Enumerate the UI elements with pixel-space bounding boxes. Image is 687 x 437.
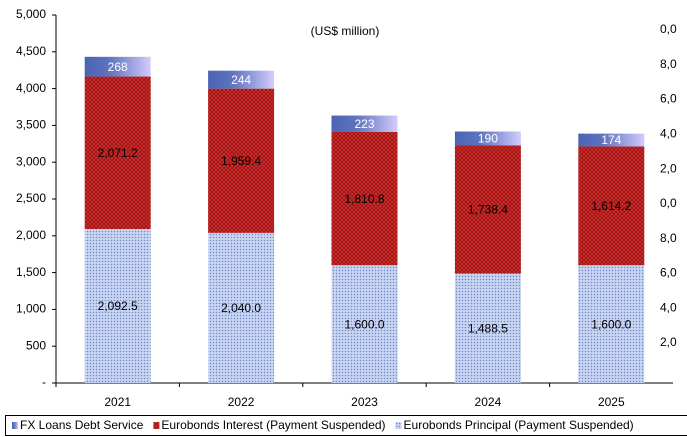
data-label: 2,071.2 <box>98 146 138 160</box>
data-label: 268 <box>108 60 128 74</box>
right-axis-label: 6,0 <box>660 266 677 280</box>
data-label: 1,738.4 <box>468 203 508 217</box>
bar-segment <box>578 146 645 266</box>
right-axis-label: 0,0 <box>660 196 677 210</box>
right-axis-label: 8,0 <box>660 231 677 245</box>
data-label: 190 <box>478 132 498 146</box>
legend-label: Eurobonds Principal (Payment Suspended) <box>404 418 634 432</box>
y-tick-label: - <box>42 375 46 389</box>
y-tick-label: 5,000 <box>16 7 46 21</box>
bar-segment <box>208 88 275 233</box>
bar-segment <box>578 265 645 383</box>
y-tick-label: 3,000 <box>16 154 46 168</box>
legend-box <box>5 415 687 436</box>
y-tick-label: 1,500 <box>16 265 46 279</box>
bar-segment <box>208 232 275 383</box>
data-label: 1,600.0 <box>591 317 631 331</box>
right-axis-label: 2,0 <box>660 335 677 349</box>
y-tick-label: 1,000 <box>16 302 46 316</box>
data-label: 1,600.0 <box>344 317 384 331</box>
bar-segment <box>454 145 521 274</box>
x-tick-label: 2023 <box>351 395 378 409</box>
right-axis-label: 0,0 <box>660 22 677 36</box>
legend-label: Eurobonds Interest (Payment Suspended) <box>161 418 385 432</box>
bar-segment <box>208 70 275 89</box>
bar-segment <box>84 76 151 229</box>
y-tick-label: 500 <box>26 338 46 352</box>
legend-swatch <box>12 422 18 429</box>
data-label: 1,810.8 <box>344 192 384 206</box>
legend-label: FX Loans Debt Service <box>20 418 144 432</box>
bar-segment <box>331 115 398 132</box>
y-tick-label: 4,500 <box>16 44 46 58</box>
data-label: 1,959.4 <box>221 154 261 168</box>
x-tick-label: 2025 <box>598 395 625 409</box>
legend-swatch <box>395 422 402 429</box>
bar-segment <box>331 265 398 383</box>
y-tick-label: 3,500 <box>16 118 46 132</box>
data-label: 223 <box>354 117 374 131</box>
bar-segment <box>84 56 151 77</box>
bar-segment <box>84 228 151 383</box>
data-label: 2,092.5 <box>98 299 138 313</box>
data-label: 174 <box>601 133 621 147</box>
data-label: 1,488.5 <box>468 321 508 335</box>
right-axis-label: 4,0 <box>660 127 677 141</box>
x-tick-label: 2024 <box>475 395 502 409</box>
right-axis-label: 6,0 <box>660 92 677 106</box>
bar-segment <box>454 273 521 383</box>
y-tick-label: 4,000 <box>16 81 46 95</box>
bar-segment <box>578 133 645 147</box>
data-label: 244 <box>231 73 251 87</box>
data-label: 2,040.0 <box>221 301 261 315</box>
chart-title: (US$ million) <box>311 24 380 38</box>
legend-swatch <box>153 422 160 429</box>
data-label: 1,614.2 <box>591 199 631 213</box>
y-tick-label: 2,500 <box>16 191 46 205</box>
bar-segment <box>454 131 521 146</box>
right-axis-label: 4,0 <box>660 300 677 314</box>
x-tick-label: 2021 <box>104 395 131 409</box>
bar-segment <box>331 131 398 266</box>
right-axis-label: 2,0 <box>660 161 677 175</box>
right-axis-label: 8,0 <box>660 57 677 71</box>
x-tick-label: 2022 <box>228 395 255 409</box>
y-tick-label: 2,000 <box>16 228 46 242</box>
